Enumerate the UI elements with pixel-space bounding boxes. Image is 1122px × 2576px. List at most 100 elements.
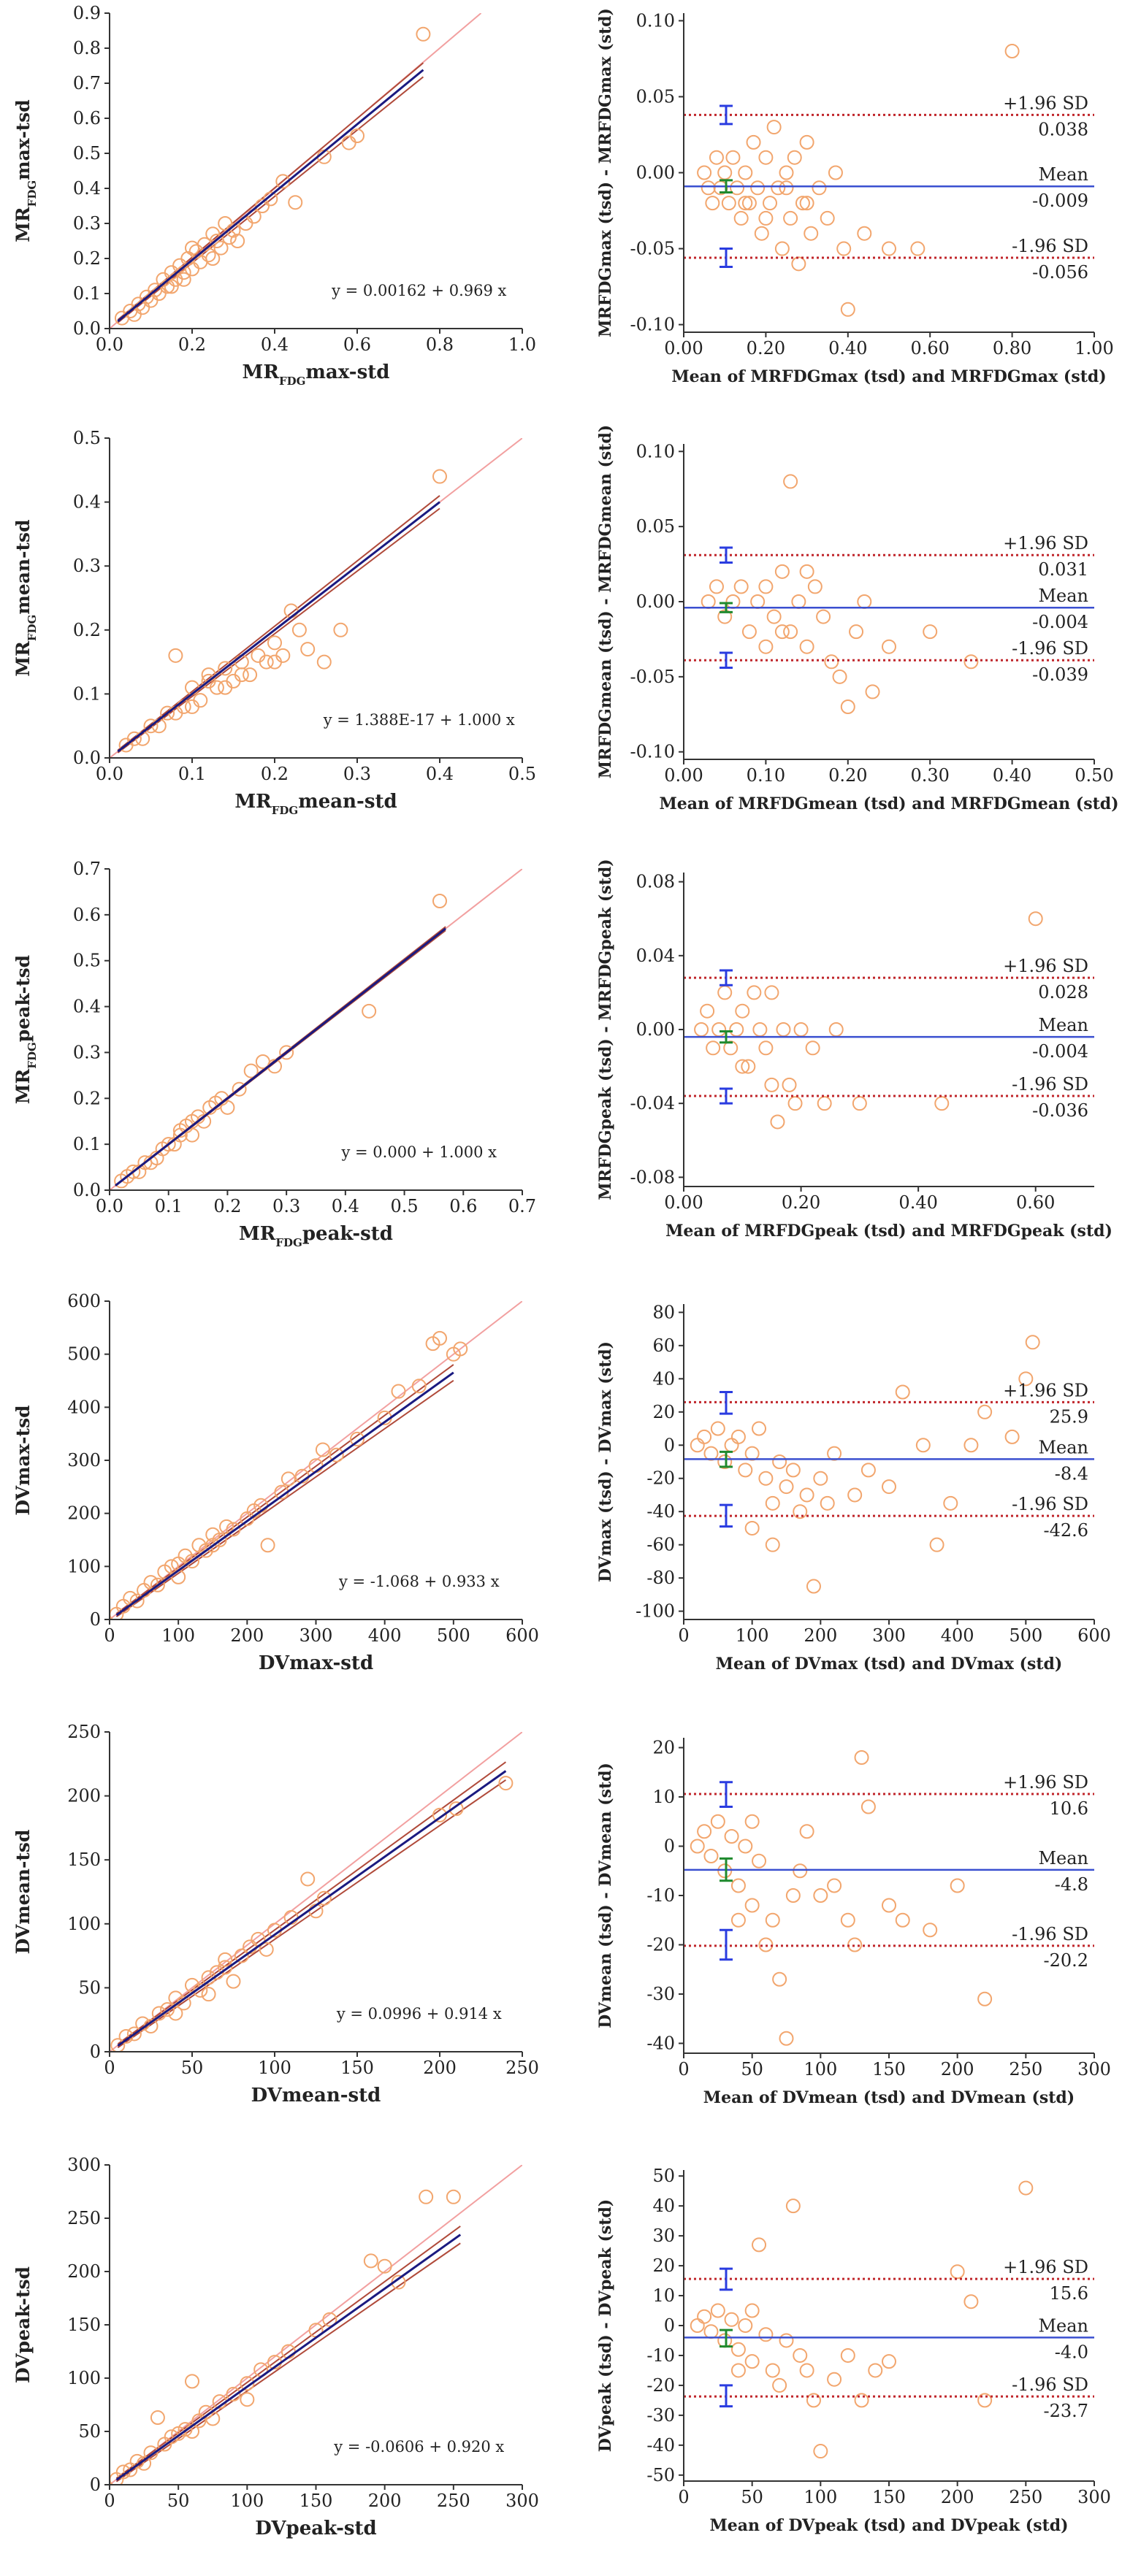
data-point (895, 1384, 910, 1400)
x-axis-title: MRFDGmean-std (234, 791, 397, 817)
x-tick-label: 200 (804, 1625, 837, 1646)
y-tick-label: 80 (652, 1302, 675, 1322)
data-point (209, 680, 224, 695)
data-point (779, 165, 794, 180)
upper-limit-value: 0.028 (1038, 982, 1088, 1003)
x-tick-label: 0.2 (178, 334, 206, 355)
data-point (730, 1912, 746, 1928)
data-point (164, 1559, 179, 1574)
data-point (185, 1554, 199, 1569)
data-point (787, 150, 802, 165)
data-point (764, 985, 779, 1000)
data-point (840, 699, 855, 714)
data-point (860, 1799, 876, 1814)
y-tick-label: -0.10 (630, 742, 675, 762)
y-tick-label: 200 (67, 2261, 101, 2282)
x-tick-label: 1.00 (1075, 338, 1113, 359)
data-point (432, 1330, 447, 1346)
data-point (738, 1463, 753, 1478)
data-point (226, 673, 241, 689)
x-tick-label: 0 (104, 2491, 115, 2511)
x-tick-label: 500 (437, 1625, 470, 1646)
data-point (251, 648, 266, 663)
data-point (812, 180, 827, 196)
y-tick-label: 40 (652, 1368, 675, 1389)
data-point (300, 1871, 316, 1887)
x-axis-title: MRFDGpeak-std (239, 1223, 393, 1249)
mean-label: Mean (1038, 2315, 1088, 2336)
x-tick-label: 0.4 (332, 1196, 359, 1216)
mean-label: Mean (1038, 1015, 1088, 1035)
y-tick-label: 0 (90, 2475, 101, 2495)
y-tick-label: 0.0 (73, 318, 101, 339)
data-point (267, 654, 282, 670)
upper-limit-label: +1.96 SD (1003, 533, 1088, 553)
data-point (150, 1577, 165, 1592)
y-tick-label: 40 (652, 2196, 675, 2216)
data-point (697, 1429, 712, 1444)
data-point (226, 2386, 241, 2401)
y-tick-label: 0.10 (636, 441, 675, 461)
data-point (1018, 2180, 1034, 2196)
x-axis-title: MRFDGmax-std (243, 361, 390, 388)
data-point (824, 654, 839, 670)
y-tick-label: 0.7 (73, 859, 101, 879)
y-tick-label: 0.08 (636, 872, 675, 892)
plot-area (684, 1750, 1094, 2046)
y-tick-label: 0.0 (73, 1180, 101, 1200)
data-point (226, 1974, 241, 1989)
x-tick-label: 150 (872, 2487, 906, 2507)
data-point (709, 150, 724, 165)
data-point (882, 639, 896, 654)
data-point (721, 196, 736, 211)
data-point (185, 2374, 199, 2389)
y-tick-label: 0.4 (73, 492, 101, 513)
x-tick-label: 0.10 (747, 765, 785, 786)
data-point (744, 1446, 760, 1461)
data-point (126, 1164, 141, 1179)
data-point (779, 2031, 794, 2046)
y-tick-label: 0.6 (73, 108, 101, 129)
lower-limit-label: -1.96 SD (1012, 1924, 1088, 1944)
data-point (738, 165, 753, 180)
chart-panel-6: 0.00 0.20 0.40 0.60 -0.08 -0.04 0.00 0.04 0.08 Me… (596, 859, 1113, 1241)
data-point (791, 256, 806, 272)
data-point (143, 718, 159, 734)
x-tick-label: 0.3 (272, 1196, 300, 1216)
y-tick-label: 0 (664, 1836, 675, 1857)
y-tick-label: 0.00 (636, 1019, 675, 1040)
y-tick-label: 400 (67, 1397, 101, 1417)
plot-area (110, 13, 482, 329)
data-point (804, 226, 819, 241)
data-point (793, 1863, 808, 1879)
y-tick-label: 0.1 (73, 283, 101, 304)
y-tick-label: -100 (636, 1601, 675, 1622)
y-axis-title: DVmax (tsd) - DVmax (std) (596, 1341, 615, 1582)
y-tick-label: 0.04 (636, 946, 675, 966)
x-tick-label: 0.2 (213, 1196, 241, 1216)
data-point (820, 1495, 835, 1511)
data-point (750, 594, 766, 609)
data-point (697, 2309, 712, 2324)
data-point (193, 693, 208, 708)
data-point (498, 1776, 514, 1791)
data-point (291, 622, 307, 637)
y-tick-label: 20 (652, 1402, 675, 1422)
plot-area (684, 2180, 1094, 2459)
data-point (787, 1096, 803, 1111)
x-tick-label: 600 (505, 1625, 539, 1646)
data-point (840, 2347, 855, 2363)
y-tick-label: 0.0 (73, 748, 101, 768)
y-tick-label: 0 (90, 2042, 101, 2062)
x-tick-label: 150 (299, 2491, 333, 2511)
regression-equation: y = 0.00162 + 0.969 x (331, 282, 506, 299)
x-tick-label: 0.40 (993, 765, 1031, 786)
data-point (350, 1431, 365, 1446)
data-point (738, 1839, 753, 1854)
mean-value: -0.004 (1032, 1041, 1088, 1062)
data-point (765, 1495, 780, 1511)
x-tick-label: 300 (1077, 2487, 1111, 2507)
data-point (205, 226, 221, 242)
x-tick-label: 50 (741, 2487, 763, 2507)
data-point (827, 2372, 842, 2387)
